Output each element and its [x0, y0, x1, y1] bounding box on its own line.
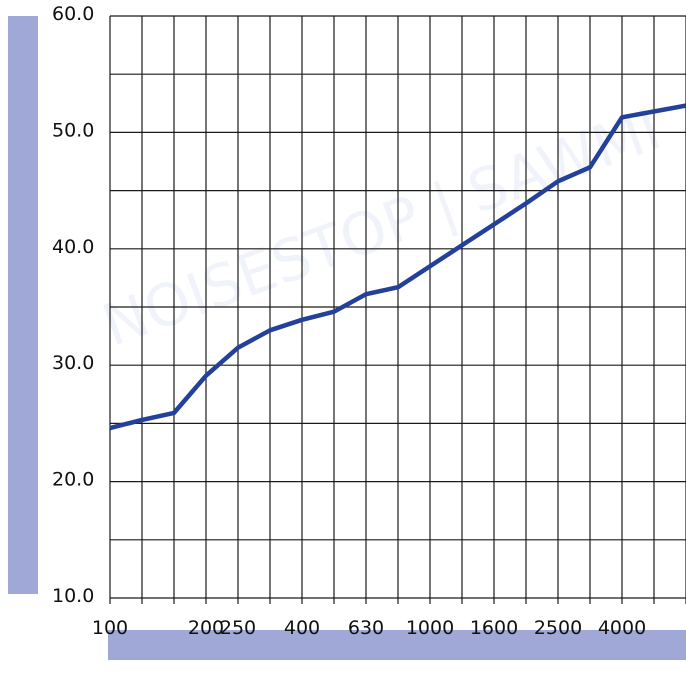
y-tick-label: 50.0 [52, 119, 94, 141]
x-tick-label: 1000 [406, 617, 454, 639]
y-axis-ticks: 60.0 50.0 40.0 30.0 20.0 10.0 [52, 3, 94, 607]
x-tick-label: 1600 [470, 617, 518, 639]
y-axis-title-bar [8, 16, 38, 594]
x-tick-label: 200 [188, 617, 224, 639]
series-group [109, 103, 686, 431]
x-axis-title: Frequency f(Hz) [324, 636, 474, 658]
x-axis-title-bar [108, 630, 686, 660]
x-tick-label: 100 [92, 617, 128, 639]
y-tick-label: 40.0 [52, 236, 94, 258]
x-tick-label: 400 [284, 617, 320, 639]
y-tick-label: 60.0 [52, 3, 94, 25]
y-tick-label: 10.0 [52, 585, 94, 607]
x-tick-label: 4000 [598, 617, 646, 639]
series-line [109, 103, 686, 431]
watermark-text: NOISESTOP | SAWMI [94, 95, 670, 360]
x-tick-label: 2500 [534, 617, 582, 639]
x-tick-label: 250 [220, 617, 256, 639]
y-tick-label: 20.0 [52, 469, 94, 491]
x-tick-label: 630 [348, 617, 384, 639]
y-tick-label: 30.0 [52, 352, 94, 374]
y-axis-title: Sound Reduction Index R(dB) [15, 166, 37, 444]
